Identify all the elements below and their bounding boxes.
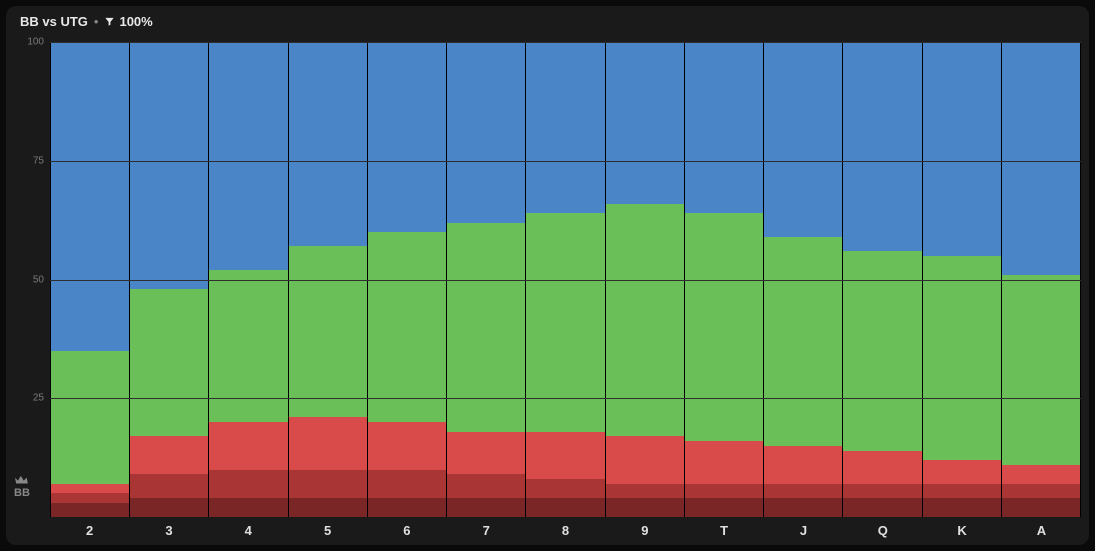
bar-segment-fold <box>1002 42 1080 275</box>
bar-segment-raise_dark <box>923 498 1001 517</box>
filter-value[interactable]: 100% <box>119 14 152 29</box>
bar-segment-call <box>130 289 208 436</box>
bar-segment-raise_mid <box>130 474 208 498</box>
bar-segment-raise_mid <box>289 470 367 499</box>
chart-area: 255075100 <box>50 36 1081 517</box>
bar-segment-raise_dark <box>685 498 763 517</box>
x-axis: 23456789TJQKA <box>50 517 1081 545</box>
y-tick-label: 50 <box>33 274 50 285</box>
bar-segment-raise_dark <box>447 498 525 517</box>
y-tick-label: 75 <box>33 155 50 166</box>
grid-line <box>50 161 1081 162</box>
bar-segment-raise_mid <box>51 493 129 503</box>
grid-line <box>50 398 1081 399</box>
x-tick-label: J <box>764 517 843 545</box>
bar-segment-fold <box>526 42 604 213</box>
bar-segment-raise_light <box>130 436 208 474</box>
bar-segment-raise_mid <box>764 484 842 498</box>
bar-segment-call <box>51 351 129 484</box>
header-separator: • <box>94 14 99 29</box>
bar-segment-call <box>606 204 684 437</box>
bar-segment-call <box>685 213 763 441</box>
x-tick-label: 9 <box>605 517 684 545</box>
header-title: BB vs UTG <box>20 14 88 29</box>
filter-icon[interactable] <box>104 16 115 27</box>
x-tick-label: 7 <box>447 517 526 545</box>
bar-segment-raise_mid <box>843 484 921 498</box>
bar-segment-raise_dark <box>130 498 208 517</box>
grid-line <box>50 280 1081 281</box>
bar-segment-raise_light <box>368 422 446 470</box>
perspective-label: BB <box>14 487 30 499</box>
bar-segment-raise_light <box>1002 465 1080 484</box>
x-tick-label: K <box>922 517 1001 545</box>
bar-segment-raise_light <box>764 446 842 484</box>
bar-segment-raise_dark <box>526 498 604 517</box>
bar-segment-raise_dark <box>764 498 842 517</box>
bar-segment-raise_light <box>843 451 921 484</box>
y-tick-label: 25 <box>33 393 50 404</box>
bar-segment-call <box>764 237 842 446</box>
bar-segment-raise_dark <box>368 498 446 517</box>
x-tick-label: 3 <box>129 517 208 545</box>
x-tick-label: 4 <box>209 517 288 545</box>
bar-segment-raise_dark <box>51 503 129 517</box>
crown-icon <box>15 475 29 485</box>
bar-segment-raise_mid <box>1002 484 1080 498</box>
bar-segment-fold <box>51 42 129 351</box>
bar-segment-fold <box>764 42 842 237</box>
bar-segment-call <box>923 256 1001 460</box>
bar-segment-raise_dark <box>1002 498 1080 517</box>
bar-segment-raise_mid <box>526 479 604 498</box>
bar-segment-raise_dark <box>209 498 287 517</box>
x-tick-label: T <box>685 517 764 545</box>
bar-segment-fold <box>447 42 525 223</box>
chart-panel: BB vs UTG • 100% 255075100 23456789TJQKA… <box>6 6 1089 545</box>
bar-segment-call <box>368 232 446 422</box>
x-tick-label: 6 <box>367 517 446 545</box>
x-tick-label: A <box>1002 517 1081 545</box>
bar-segment-raise_dark <box>289 498 367 517</box>
grid-line <box>50 42 1081 43</box>
bar-segment-raise_light <box>685 441 763 484</box>
bar-segment-call <box>289 246 367 417</box>
bar-segment-raise_light <box>447 432 525 475</box>
y-tick-label: 100 <box>27 37 50 48</box>
bar-segment-raise_mid <box>209 470 287 499</box>
bar-segment-raise_mid <box>606 484 684 498</box>
perspective-badge: BB <box>14 475 30 499</box>
x-tick-label: 8 <box>526 517 605 545</box>
bar-segment-call <box>1002 275 1080 465</box>
bar-segment-raise_light <box>606 436 684 484</box>
bar-segment-raise_dark <box>606 498 684 517</box>
bar-segment-fold <box>923 42 1001 256</box>
bar-segment-call <box>447 223 525 432</box>
bar-segment-raise_light <box>526 432 604 480</box>
bar-segment-raise_mid <box>923 484 1001 498</box>
x-tick-label: 2 <box>50 517 129 545</box>
bar-segment-fold <box>606 42 684 204</box>
bar-segment-raise_light <box>289 417 367 469</box>
x-tick-label: Q <box>843 517 922 545</box>
bar-segment-fold <box>289 42 367 246</box>
bar-segment-raise_light <box>51 484 129 494</box>
bar-segment-raise_light <box>923 460 1001 484</box>
bar-segment-fold <box>209 42 287 270</box>
bar-segment-raise_mid <box>368 470 446 499</box>
bar-segment-raise_light <box>209 422 287 470</box>
bar-segment-call <box>843 251 921 451</box>
bar-segment-raise_dark <box>843 498 921 517</box>
bar-segment-fold <box>130 42 208 289</box>
panel-header: BB vs UTG • 100% <box>6 6 1089 36</box>
bar-segment-fold <box>685 42 763 213</box>
bar-segment-fold <box>843 42 921 251</box>
x-tick-label: 5 <box>288 517 367 545</box>
bar-segment-raise_mid <box>447 474 525 498</box>
bar-segment-fold <box>368 42 446 232</box>
plot: 255075100 <box>50 42 1081 517</box>
bar-segment-raise_mid <box>685 484 763 498</box>
